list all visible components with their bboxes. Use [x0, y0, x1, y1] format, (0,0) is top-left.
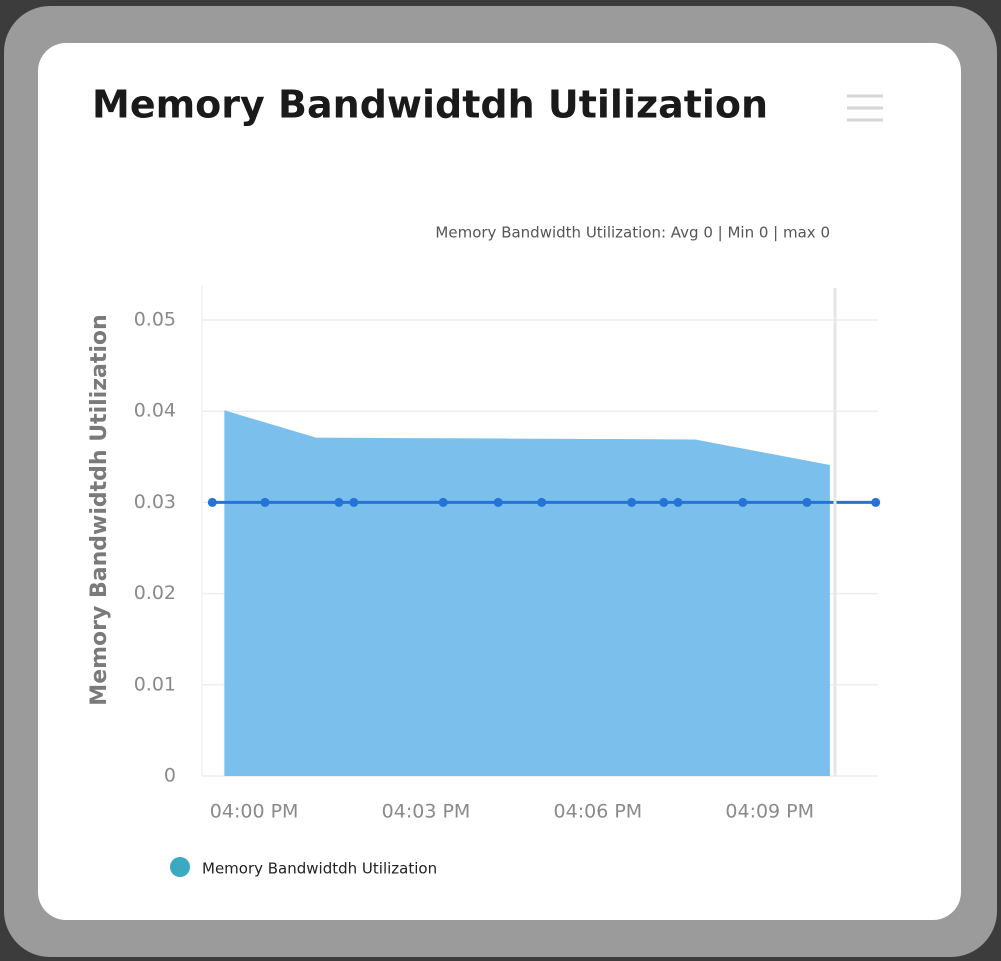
threshold-point: [802, 497, 812, 507]
threshold-point: [659, 497, 669, 507]
menu-icon[interactable]: [847, 94, 883, 122]
y-tick-label: 0.01: [134, 673, 176, 695]
x-tick-label: 04:03 PM: [382, 801, 471, 823]
threshold-point: [438, 497, 448, 507]
x-tick-label: 04:06 PM: [554, 801, 643, 823]
threshold-point: [537, 497, 547, 507]
threshold-point: [207, 497, 217, 507]
y-tick-label: 0.02: [134, 582, 176, 604]
threshold-point: [260, 497, 270, 507]
x-tick-label: 04:09 PM: [725, 801, 814, 823]
threshold-point: [334, 497, 344, 507]
threshold-point: [673, 497, 683, 507]
x-tick-label: 04:00 PM: [210, 801, 299, 823]
threshold-point: [871, 497, 881, 507]
y-tick-label: 0.03: [134, 491, 176, 513]
y-tick-label: 0: [164, 765, 176, 787]
y-tick-label: 0.05: [134, 309, 176, 331]
y-axis-label: Memory Bandwidtdh Utilization: [87, 314, 112, 705]
legend-label[interactable]: Memory Bandwidtdh Utilization: [202, 860, 437, 878]
area: [224, 410, 830, 776]
chart-subtitle: Memory Bandwidth Utilization: Avg 0 | Mi…: [435, 224, 830, 242]
threshold-point: [349, 497, 359, 507]
legend-marker[interactable]: [170, 857, 190, 877]
threshold-point: [493, 497, 503, 507]
threshold-point: [738, 497, 748, 507]
threshold-point: [627, 497, 637, 507]
chart-title: Memory Bandwidtdh Utilization: [92, 83, 768, 127]
y-tick-label: 0.04: [134, 400, 176, 422]
